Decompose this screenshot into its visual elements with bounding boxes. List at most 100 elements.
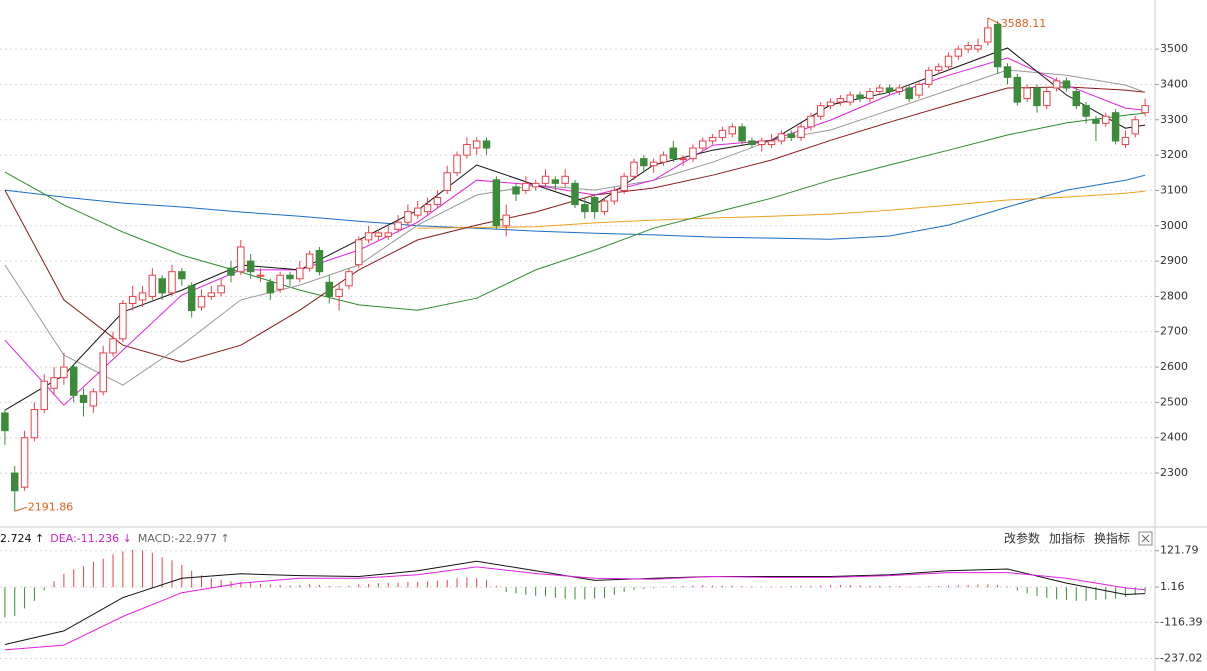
candle-body xyxy=(79,394,88,403)
candle-body xyxy=(256,274,265,277)
candle-body xyxy=(237,246,245,273)
candle-body xyxy=(404,211,412,223)
ma-line xyxy=(417,190,1146,229)
candle-body xyxy=(1013,76,1022,103)
candle-body xyxy=(315,249,324,273)
candle-body xyxy=(217,285,225,294)
candle-body xyxy=(335,288,343,297)
candle-body xyxy=(178,271,186,280)
candle-body xyxy=(610,189,619,202)
candle-body xyxy=(866,91,874,100)
candle-body xyxy=(816,105,825,117)
candle-body xyxy=(119,302,127,340)
annotation-arrow xyxy=(987,17,1001,25)
candle-body xyxy=(640,158,648,167)
candle-body xyxy=(472,140,481,149)
candle-body xyxy=(708,136,717,142)
candle-body xyxy=(1121,136,1130,145)
ma-line xyxy=(4,560,1146,645)
candle-body xyxy=(246,260,255,273)
ma-line xyxy=(4,174,1146,240)
candle-body xyxy=(581,204,589,213)
candle-body xyxy=(915,83,923,96)
indicator-button[interactable]: 加指标 xyxy=(1049,531,1085,546)
candle-body xyxy=(1141,105,1149,114)
candle-body xyxy=(325,281,334,297)
candle-body xyxy=(649,161,658,167)
candle-body xyxy=(561,175,569,184)
candle-body xyxy=(600,200,609,213)
candle-body xyxy=(885,87,894,93)
candle-body xyxy=(99,352,107,393)
y-tick-label: 2600 xyxy=(1160,360,1188,373)
candle-body xyxy=(148,274,157,297)
candle-body xyxy=(993,23,1002,68)
candle-body xyxy=(541,175,550,184)
candle-body xyxy=(964,45,972,50)
y-tick-label: 121.79 xyxy=(1160,544,1199,557)
y-tick-label: 3200 xyxy=(1160,148,1188,161)
candle-body xyxy=(364,232,373,241)
candle-body xyxy=(875,87,884,93)
candle-body xyxy=(502,214,510,227)
candle-body xyxy=(1033,87,1041,107)
candle-body xyxy=(777,133,786,142)
y-tick-label: 2500 xyxy=(1160,395,1188,408)
candle-body xyxy=(30,408,39,439)
candle-body xyxy=(394,221,402,230)
candle-body xyxy=(1092,119,1100,124)
candle-body xyxy=(1072,91,1081,107)
candle-body xyxy=(669,147,678,160)
candle-body xyxy=(158,278,166,294)
candle-body xyxy=(89,391,98,407)
candle-body xyxy=(453,154,461,174)
candle-body xyxy=(463,143,471,156)
ma-line xyxy=(4,112,1146,311)
candle-body xyxy=(984,27,992,43)
candle-body xyxy=(305,253,314,269)
candle-body xyxy=(276,274,284,290)
candle-body xyxy=(590,196,599,213)
candle-body xyxy=(286,274,294,280)
indicator-value: DEA:-11.236 ↓ xyxy=(50,532,132,545)
candle-body xyxy=(1082,105,1090,117)
candle-body xyxy=(699,140,707,149)
candle-body xyxy=(492,179,501,227)
candle-body xyxy=(50,377,58,389)
candle-body xyxy=(748,140,756,145)
candle-body xyxy=(355,239,363,266)
candle-body xyxy=(128,295,137,304)
y-tick-label: -116.39 xyxy=(1160,615,1202,628)
candle-body xyxy=(1131,119,1139,135)
indicator-button[interactable]: 改参数 xyxy=(1004,531,1040,546)
y-tick-label: 2700 xyxy=(1160,325,1188,338)
candle-body xyxy=(944,55,953,68)
candle-body xyxy=(69,366,78,396)
candle-body xyxy=(413,207,422,216)
y-tick-label: 2900 xyxy=(1160,254,1188,267)
candle-body xyxy=(767,140,776,145)
y-tick-label: 1.16 xyxy=(1160,580,1185,593)
candle-body xyxy=(345,271,353,287)
candle-body xyxy=(1052,80,1061,89)
candle-body xyxy=(423,204,432,213)
candle-body xyxy=(1043,91,1051,107)
y-tick-label: 3400 xyxy=(1160,77,1188,90)
candle-body xyxy=(826,101,835,107)
indicator-value: 2.724 ↑ xyxy=(0,532,44,545)
y-tick-label: -237.02 xyxy=(1160,652,1202,665)
candle-body xyxy=(797,126,805,138)
candle-body xyxy=(1003,66,1012,78)
close-icon xyxy=(1141,534,1150,543)
candle-body xyxy=(168,271,176,294)
indicator-button[interactable]: 换指标 xyxy=(1094,531,1130,546)
candle-body xyxy=(738,126,746,142)
candle-body xyxy=(1,412,9,432)
candle-body xyxy=(443,172,451,191)
candle-body xyxy=(11,472,19,492)
candle-body xyxy=(227,267,235,276)
candle-body xyxy=(846,94,854,103)
ma-line xyxy=(4,69,1146,386)
